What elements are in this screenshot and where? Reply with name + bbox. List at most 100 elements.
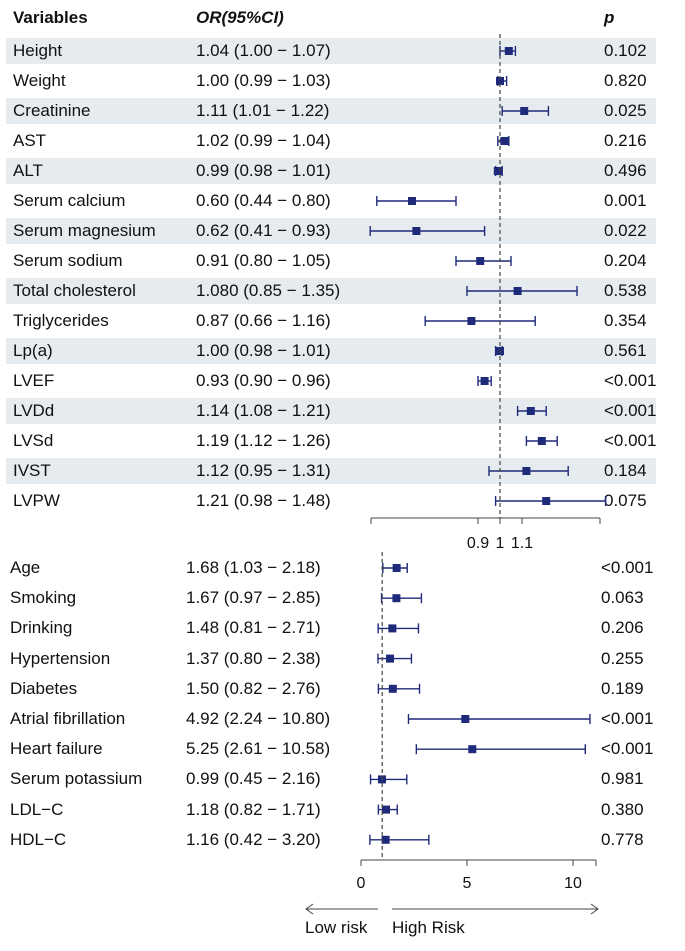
row-p-value: 0.189 <box>601 678 644 698</box>
or-point <box>468 745 477 754</box>
header-or-ci: OR(95%CI) <box>196 8 284 27</box>
row-p-value: <0.001 <box>601 709 654 728</box>
row-stripe <box>6 398 656 424</box>
row-variable: Lp(a) <box>13 341 53 360</box>
row-variable: LVDd <box>13 401 55 420</box>
row-variable: Smoking <box>10 588 77 608</box>
row-or-ci: 1.14 (1.08 − 1.21) <box>196 401 331 420</box>
or-point <box>522 467 531 475</box>
row-variable: Height <box>13 41 63 60</box>
row-stripe <box>6 158 656 184</box>
row-p-value: 0.184 <box>604 461 647 480</box>
row-p-value: 0.820 <box>604 71 647 90</box>
row-variable: LVEF <box>13 371 55 390</box>
row-p-value: 0.025 <box>604 101 647 120</box>
row-p-value: 0.204 <box>604 251 647 270</box>
row-or-ci: 1.080 (0.85 − 1.35) <box>196 281 341 300</box>
or-point <box>542 497 551 505</box>
or-point <box>476 257 485 265</box>
row-p-value: 0.063 <box>601 588 644 608</box>
or-point <box>493 167 502 175</box>
row-variable: Atrial fibrillation <box>10 709 126 728</box>
row-or-ci: 1.02 (0.99 − 1.04) <box>196 131 331 150</box>
row-or-ci: 0.93 (0.90 − 0.96) <box>196 371 331 390</box>
axis-tick-label: 0 <box>357 875 366 892</box>
row-or-ci: 1.04 (1.00 − 1.07) <box>196 41 331 60</box>
row-or-ci: 4.92 (2.24 − 10.80) <box>186 709 331 728</box>
or-point <box>386 654 395 663</box>
row-variable: Creatinine <box>13 101 91 120</box>
row-p-value: <0.001 <box>601 558 654 577</box>
row-stripe <box>6 338 656 364</box>
row-p-value: 0.075 <box>604 491 647 510</box>
axis-tick-label: 5 <box>463 875 472 892</box>
row-or-ci: 1.48 (0.81 − 2.71) <box>186 618 321 638</box>
or-point <box>467 317 476 325</box>
row-or-ci: 0.60 (0.44 − 0.80) <box>196 191 331 210</box>
row-p-value: <0.001 <box>604 401 657 420</box>
or-point <box>392 594 401 603</box>
row-or-ci: 1.50 (0.82 − 2.76) <box>186 678 321 698</box>
row-p-value: 0.561 <box>604 341 647 360</box>
row-p-value: 0.981 <box>601 769 644 789</box>
row-or-ci: 1.19 (1.12 − 1.26) <box>196 431 331 450</box>
row-p-value: <0.001 <box>604 431 657 450</box>
row-or-ci: 1.21 (0.98 − 1.48) <box>196 491 331 510</box>
or-point <box>392 564 401 572</box>
high-risk-arrowhead <box>590 903 599 915</box>
row-stripe <box>6 218 656 244</box>
row-p-value: 0.538 <box>604 281 647 300</box>
or-point <box>382 805 391 814</box>
row-variable: LVSd <box>13 431 54 450</box>
or-point <box>537 437 546 445</box>
row-or-ci: 1.16 (0.42 − 3.20) <box>186 829 321 849</box>
axis-tick-label: 1.1 <box>511 535 533 552</box>
row-or-ci: 1.12 (0.95 − 1.31) <box>196 461 331 480</box>
row-variable: Weight <box>13 71 66 90</box>
or-point <box>504 47 513 55</box>
row-or-ci: 0.99 (0.45 − 2.16) <box>186 769 321 789</box>
or-point <box>496 77 504 85</box>
or-point <box>388 624 397 633</box>
row-variable: LVPW <box>13 491 60 510</box>
row-variable: HDL−C <box>10 829 67 849</box>
or-point <box>513 287 522 295</box>
row-p-value: <0.001 <box>604 371 657 390</box>
row-p-value: 0.102 <box>604 41 647 60</box>
row-p-value: 0.778 <box>601 829 644 849</box>
row-or-ci: 0.87 (0.66 − 1.16) <box>196 311 331 330</box>
row-p-value: 0.206 <box>601 618 644 638</box>
low-risk-arrowhead <box>305 903 314 915</box>
axis-tick-label: 10 <box>564 875 582 892</box>
row-or-ci: 0.91 (0.80 − 1.05) <box>196 251 331 270</box>
row-p-value: <0.001 <box>601 739 654 759</box>
header-p-value: p <box>604 8 615 27</box>
row-p-value: 0.255 <box>601 648 644 668</box>
row-or-ci: 1.68 (1.03 − 2.18) <box>186 558 321 577</box>
or-point <box>480 377 489 385</box>
or-point <box>412 227 421 235</box>
row-variable: Heart failure <box>10 739 103 759</box>
row-variable: Triglycerides <box>13 311 109 330</box>
header-variables: Variables <box>13 8 88 27</box>
row-p-value: 0.216 <box>604 131 647 150</box>
row-p-value: 0.496 <box>604 161 647 180</box>
row-variable: Diabetes <box>10 678 78 698</box>
or-point <box>461 715 470 723</box>
or-point <box>408 197 416 205</box>
high-risk-label: High Risk <box>392 918 465 937</box>
row-variable: Serum sodium <box>13 251 123 270</box>
row-or-ci: 0.99 (0.98 − 1.01) <box>196 161 331 180</box>
row-or-ci: 5.25 (2.61 − 10.58) <box>186 739 331 759</box>
low-risk-label: Low risk <box>305 918 368 937</box>
row-p-value: 0.022 <box>604 221 647 240</box>
axis-tick-label: 0.9 <box>467 535 489 552</box>
row-variable: Drinking <box>10 618 73 638</box>
or-point <box>500 137 509 145</box>
row-p-value: 0.354 <box>604 311 647 330</box>
row-or-ci: 1.11 (1.01 − 1.22) <box>196 101 330 120</box>
row-p-value: 0.001 <box>604 191 647 210</box>
row-variable: LDL−C <box>10 799 64 819</box>
row-or-ci: 1.67 (0.97 − 2.85) <box>186 588 321 608</box>
